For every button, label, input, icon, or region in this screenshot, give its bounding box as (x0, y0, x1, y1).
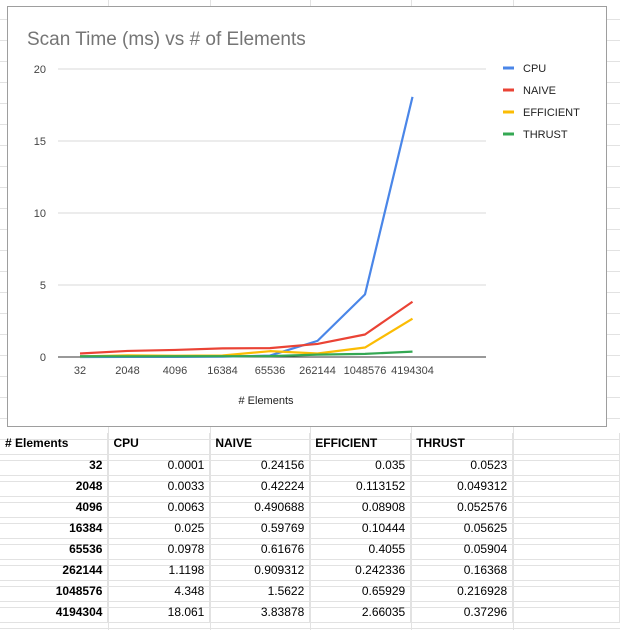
empty-cell[interactable] (512, 559, 620, 581)
table-cell[interactable]: 1.5622 (209, 580, 311, 602)
row-header-cell[interactable]: 2048 (0, 475, 109, 497)
table-cell[interactable]: 0.08908 (309, 496, 412, 518)
table-cell[interactable]: 18.061 (107, 601, 211, 623)
empty-cell[interactable] (512, 454, 620, 476)
row-header-cell[interactable]: 4194304 (0, 601, 109, 623)
data-table: # Elements CPU NAIVE EFFICIENT THRUST 32 0.000… (0, 433, 620, 623)
x-tick-label: 2048 (115, 365, 139, 377)
table-cell[interactable]: 0.05904 (410, 538, 514, 560)
table-cell[interactable]: 0.16368 (410, 559, 514, 581)
table-cell[interactable]: 0.24156 (209, 454, 311, 476)
table-cell[interactable]: 0.216928 (410, 580, 514, 602)
row-header-cell[interactable]: 1048576 (0, 580, 109, 602)
table-cell[interactable]: 0.05625 (410, 517, 514, 539)
x-tick-label: 262144 (299, 365, 336, 377)
series-line-naive (79, 300, 414, 355)
chart-title: Scan Time (ms) vs # of Elements (27, 29, 306, 50)
x-tick-label: 32 (74, 365, 86, 377)
table-cell[interactable]: 0.65929 (309, 580, 412, 602)
table-header-row: # Elements CPU NAIVE EFFICIENT THRUST (0, 433, 620, 455)
column-header[interactable]: THRUST (410, 433, 514, 455)
series-line-thrust (79, 350, 413, 358)
row-header-cell[interactable]: 32 (0, 454, 109, 476)
table-cell[interactable]: 0.052576 (410, 496, 514, 518)
x-tick-label: 4194304 (391, 365, 434, 377)
line-chart: Scan Time (ms) vs # of Elements 0 5 10 15 20… (27, 29, 580, 407)
x-tick-label: 16384 (207, 365, 238, 377)
series-line-cpu (79, 96, 414, 359)
table-row: 32 0.0001 0.24156 0.035 0.0523 (0, 454, 620, 476)
chart-card[interactable]: Scan Time (ms) vs # of Elements 0 5 10 15 20… (7, 6, 607, 427)
empty-cell[interactable] (512, 475, 620, 497)
table-row: 1048576 4.348 1.5622 0.65929 0.216928 (0, 580, 620, 602)
empty-cell[interactable] (512, 538, 620, 560)
table-cell[interactable]: 0.0978 (107, 538, 211, 560)
table-row: 4096 0.0063 0.490688 0.08908 0.052576 (0, 496, 620, 518)
table-cell[interactable]: 0.0523 (410, 454, 514, 476)
table-row: 2048 0.0033 0.42224 0.113152 0.049312 (0, 475, 620, 497)
y-tick-label: 5 (40, 280, 46, 292)
table-cell[interactable]: 4.348 (107, 580, 211, 602)
table-row: 65536 0.0978 0.61676 0.4055 0.05904 (0, 538, 620, 560)
empty-cell[interactable] (512, 601, 620, 623)
row-header-cell[interactable]: 4096 (0, 496, 109, 518)
row-header-cell[interactable]: 262144 (0, 559, 109, 581)
empty-cell[interactable] (512, 517, 620, 539)
legend-label-cpu: CPU (523, 63, 546, 75)
legend-swatch-cpu (503, 66, 514, 70)
table-row: 4194304 18.061 3.83878 2.66035 0.37296 (0, 601, 620, 623)
empty-cell[interactable] (512, 496, 620, 518)
table-cell[interactable]: 0.0033 (107, 475, 211, 497)
x-tick-label: 1048576 (344, 365, 387, 377)
y-tick-label: 20 (34, 64, 46, 76)
y-tick-label: 0 (40, 352, 46, 364)
row-header-cell[interactable]: 65536 (0, 538, 109, 560)
empty-cell[interactable] (512, 433, 620, 455)
legend-swatch-efficient (503, 110, 514, 114)
table-cell[interactable]: 0.59769 (209, 517, 311, 539)
x-tick-label: 65536 (255, 365, 286, 377)
table-cell[interactable]: 0.909312 (209, 559, 311, 581)
table-row: 262144 1.1198 0.909312 0.242336 0.16368 (0, 559, 620, 581)
table-cell[interactable]: 0.490688 (209, 496, 311, 518)
legend: CPU NAIVE EFFICIENT THRUST (503, 63, 580, 141)
table-cell[interactable]: 0.61676 (209, 538, 311, 560)
table-cell[interactable]: 0.242336 (309, 559, 412, 581)
table-cell[interactable]: 0.4055 (309, 538, 412, 560)
table-cell[interactable]: 0.37296 (410, 601, 514, 623)
table-cell[interactable]: 1.1198 (107, 559, 211, 581)
column-header[interactable]: EFFICIENT (309, 433, 412, 455)
table-cell[interactable]: 0.113152 (309, 475, 412, 497)
x-axis-title: # Elements (238, 395, 294, 407)
x-tick-label: 4096 (163, 365, 187, 377)
y-tick-label: 15 (34, 136, 46, 148)
y-tick-label: 10 (34, 208, 46, 220)
table-cell[interactable]: 2.66035 (309, 601, 412, 623)
legend-swatch-naive (503, 88, 514, 92)
row-header-cell[interactable]: 16384 (0, 517, 109, 539)
table-cell[interactable]: 3.83878 (209, 601, 311, 623)
table-cell[interactable]: 0.035 (309, 454, 412, 476)
legend-label-efficient: EFFICIENT (523, 107, 580, 119)
table-cell[interactable]: 0.049312 (410, 475, 514, 497)
table-row: 16384 0.025 0.59769 0.10444 0.05625 (0, 517, 620, 539)
column-header[interactable]: # Elements (0, 433, 109, 455)
table-cell[interactable]: 0.025 (107, 517, 211, 539)
empty-cell[interactable] (512, 580, 620, 602)
table-cell[interactable]: 0.0001 (107, 454, 211, 476)
column-header[interactable]: NAIVE (209, 433, 311, 455)
legend-label-thrust: THRUST (523, 129, 568, 141)
legend-label-naive: NAIVE (523, 85, 556, 97)
table-cell[interactable]: 0.42224 (209, 475, 311, 497)
table-cell[interactable]: 0.0063 (107, 496, 211, 518)
column-header[interactable]: CPU (107, 433, 211, 455)
legend-swatch-thrust (503, 132, 514, 136)
table-cell[interactable]: 0.10444 (309, 517, 412, 539)
